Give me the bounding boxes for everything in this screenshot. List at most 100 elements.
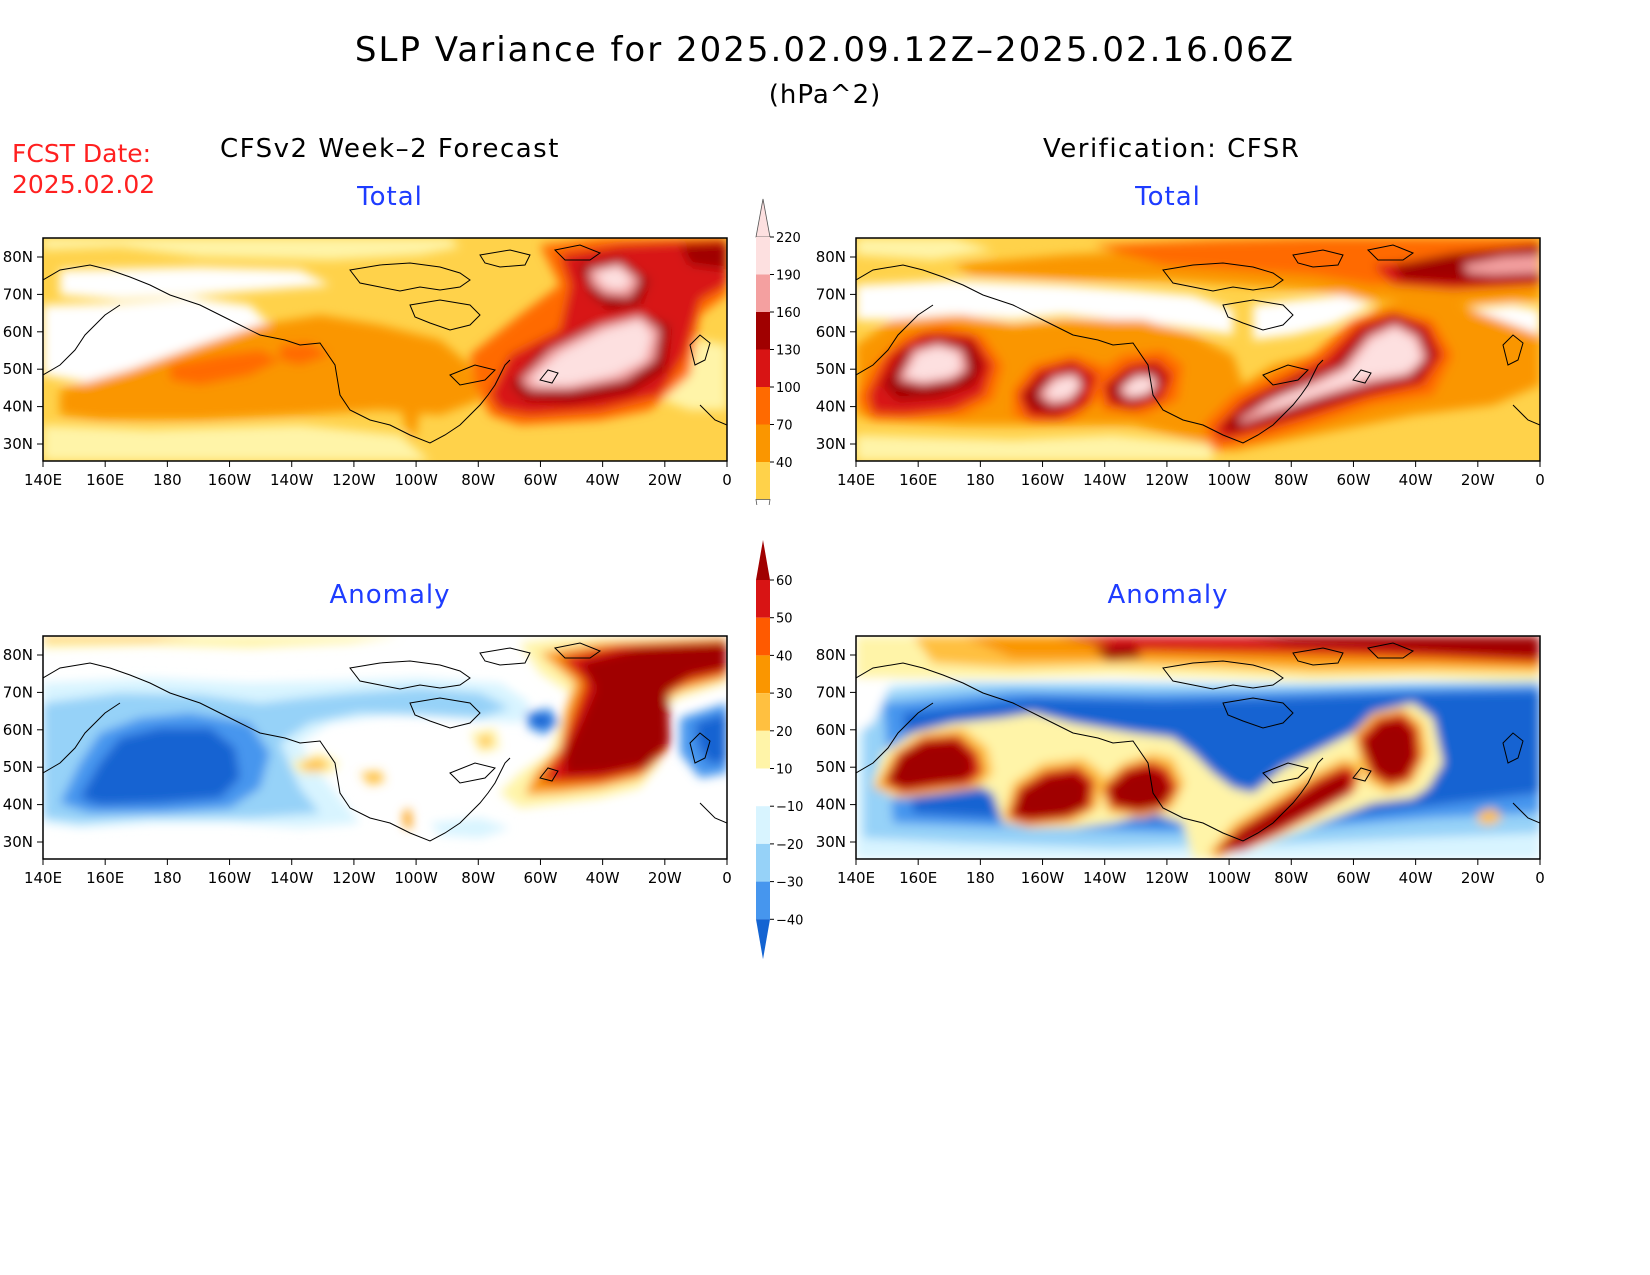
verification-total-lat-axis: 80N 70N 60N 50N 40N 30N [816, 248, 856, 453]
total-colorbar-label: 100 [776, 381, 801, 396]
verification-anomaly-lat-axis: 80N 70N 60N 50N 40N 30N [816, 646, 856, 851]
lat-tick-label: 60N [816, 721, 846, 739]
lon-tick-label: 20W [648, 471, 682, 489]
anomaly-colorbar-label: 20 [776, 725, 793, 740]
lat-tick-label: 80N [3, 646, 33, 664]
lat-tick-label: 60N [3, 323, 33, 341]
lon-tick-label: 140W [1083, 869, 1127, 887]
anomaly-colorbar-label: 40 [776, 649, 793, 664]
main-title: SLP Variance for 2025.02.09.12Z–2025.02.… [354, 30, 1296, 70]
lon-tick-label: 20W [1461, 869, 1495, 887]
anomaly-colorbar-label: −10 [776, 800, 803, 815]
lon-tick-label: 160W [1021, 869, 1065, 887]
verification-total-lon-axis: 140E 160E 180 160W 140W 120W 100W 80W 60W 40W 20W 0 [837, 461, 1545, 489]
lon-tick-label: 100W [394, 471, 438, 489]
lon-tick-label: 100W [394, 869, 438, 887]
lat-tick-label: 70N [3, 285, 33, 303]
lon-tick-label: 160E [86, 471, 124, 489]
lon-tick-label: 0 [722, 471, 732, 489]
total-colorbar-label: 130 [776, 344, 801, 359]
lon-tick-label: 160W [208, 471, 252, 489]
lon-tick-label: 80W [461, 869, 495, 887]
lat-tick-label: 60N [816, 323, 846, 341]
anomaly-colorbar-swatch [756, 806, 770, 844]
lon-tick-label: 160W [1021, 471, 1065, 489]
lon-tick-label: 180 [966, 471, 995, 489]
lat-tick-label: 50N [816, 360, 846, 378]
lat-tick-label: 40N [3, 398, 33, 416]
verification-anomaly-title: Anomaly [1107, 580, 1229, 610]
lon-tick-label: 180 [153, 471, 182, 489]
anomaly-colorbar-label: −40 [776, 913, 803, 928]
lon-tick-label: 100W [1207, 869, 1251, 887]
lat-tick-label: 50N [816, 758, 846, 776]
anomaly-colorbar-swatch [756, 580, 770, 618]
lat-tick-label: 80N [816, 646, 846, 664]
total-colorbar-top-arrow [755, 198, 771, 238]
lon-tick-label: 60W [523, 471, 557, 489]
right-column-title: Verification: CFSR [1043, 134, 1301, 164]
total-colorbar-swatch [756, 312, 770, 350]
lon-tick-label: 140W [1083, 471, 1127, 489]
anomaly-colorbar: 60 50 40 30 20 10 −10 −20 −30 −40 [756, 540, 803, 960]
lon-tick-label: 140E [837, 869, 875, 887]
lat-tick-label: 30N [3, 435, 33, 453]
anomaly-colorbar-swatch [756, 881, 770, 920]
lon-tick-label: 20W [1461, 471, 1495, 489]
lon-tick-label: 140E [24, 471, 62, 489]
total-colorbar-label: 190 [776, 269, 801, 284]
lon-tick-label: 140W [270, 869, 314, 887]
anomaly-colorbar-label: 50 [776, 612, 793, 627]
forecast-anomaly-map: 80N 70N 60N 50N 40N 30N 140E 160E 180 160W 140W 12… [3, 635, 732, 887]
lat-tick-label: 50N [3, 758, 33, 776]
forecast-anomaly-title: Anomaly [329, 580, 451, 610]
anomaly-colorbar-swatch [756, 655, 770, 694]
lat-tick-label: 70N [3, 683, 33, 701]
anomaly-colorbar-top-arrow [756, 540, 770, 580]
forecast-anomaly-lat-axis: 80N 70N 60N 50N 40N 30N [3, 646, 43, 851]
lon-tick-label: 140E [837, 471, 875, 489]
lon-tick-label: 160W [208, 869, 252, 887]
total-colorbar-swatch [756, 274, 770, 312]
total-colorbar-label: 40 [776, 456, 793, 471]
lon-tick-label: 80W [1274, 471, 1308, 489]
lon-tick-label: 140E [24, 869, 62, 887]
anomaly-colorbar-bottom-arrow [756, 919, 770, 960]
lat-tick-label: 80N [3, 248, 33, 266]
total-colorbar-label: 160 [776, 306, 801, 321]
lat-tick-label: 70N [816, 285, 846, 303]
anomaly-colorbar-swatch [756, 730, 770, 769]
fcst-date: FCST Date: 2025.02.02 [12, 138, 155, 200]
lat-tick-label: 70N [816, 683, 846, 701]
anomaly-colorbar-label: −20 [776, 838, 803, 853]
fcst-date-label: FCST Date: [12, 139, 152, 168]
lon-tick-label: 120W [1145, 471, 1189, 489]
lat-tick-label: 40N [816, 398, 846, 416]
lat-tick-label: 30N [3, 833, 33, 851]
fcst-date-value: 2025.02.02 [12, 170, 156, 199]
verification-anomaly-lon-axis: 140E 160E 180 160W 140W 120W 100W 80W 60W 40W 20W 0 [837, 859, 1545, 887]
lon-tick-label: 0 [1535, 471, 1545, 489]
left-column-title: CFSv2 Week–2 Forecast [220, 134, 560, 164]
lon-tick-label: 40W [1399, 471, 1433, 489]
lat-tick-label: 50N [3, 360, 33, 378]
lon-tick-label: 60W [523, 869, 557, 887]
lon-tick-label: 100W [1207, 471, 1251, 489]
lon-tick-label: 80W [1274, 869, 1308, 887]
lat-tick-label: 80N [816, 248, 846, 266]
total-colorbar: 220 190 160 130 100 70 40 [755, 198, 801, 505]
total-colorbar-label: 220 [776, 231, 801, 246]
lon-tick-label: 120W [332, 471, 376, 489]
lat-tick-label: 30N [816, 435, 846, 453]
lon-tick-label: 180 [966, 869, 995, 887]
lon-tick-label: 60W [1336, 869, 1370, 887]
lon-tick-label: 60W [1336, 471, 1370, 489]
lon-tick-label: 40W [586, 471, 620, 489]
lat-tick-label: 40N [3, 796, 33, 814]
anomaly-colorbar-swatch [756, 843, 770, 882]
anomaly-colorbar-label: 10 [776, 763, 793, 778]
lat-tick-label: 60N [3, 721, 33, 739]
forecast-total-lon-axis: 140E 160E 180 160W 140W 120W 100W 80W 60W 40W 20W 0 [24, 461, 732, 489]
forecast-anomaly-lon-axis: 140E 160E 180 160W 140W 120W 100W 80W 60W 40W 20W 0 [24, 859, 732, 887]
lon-tick-label: 160E [86, 869, 124, 887]
